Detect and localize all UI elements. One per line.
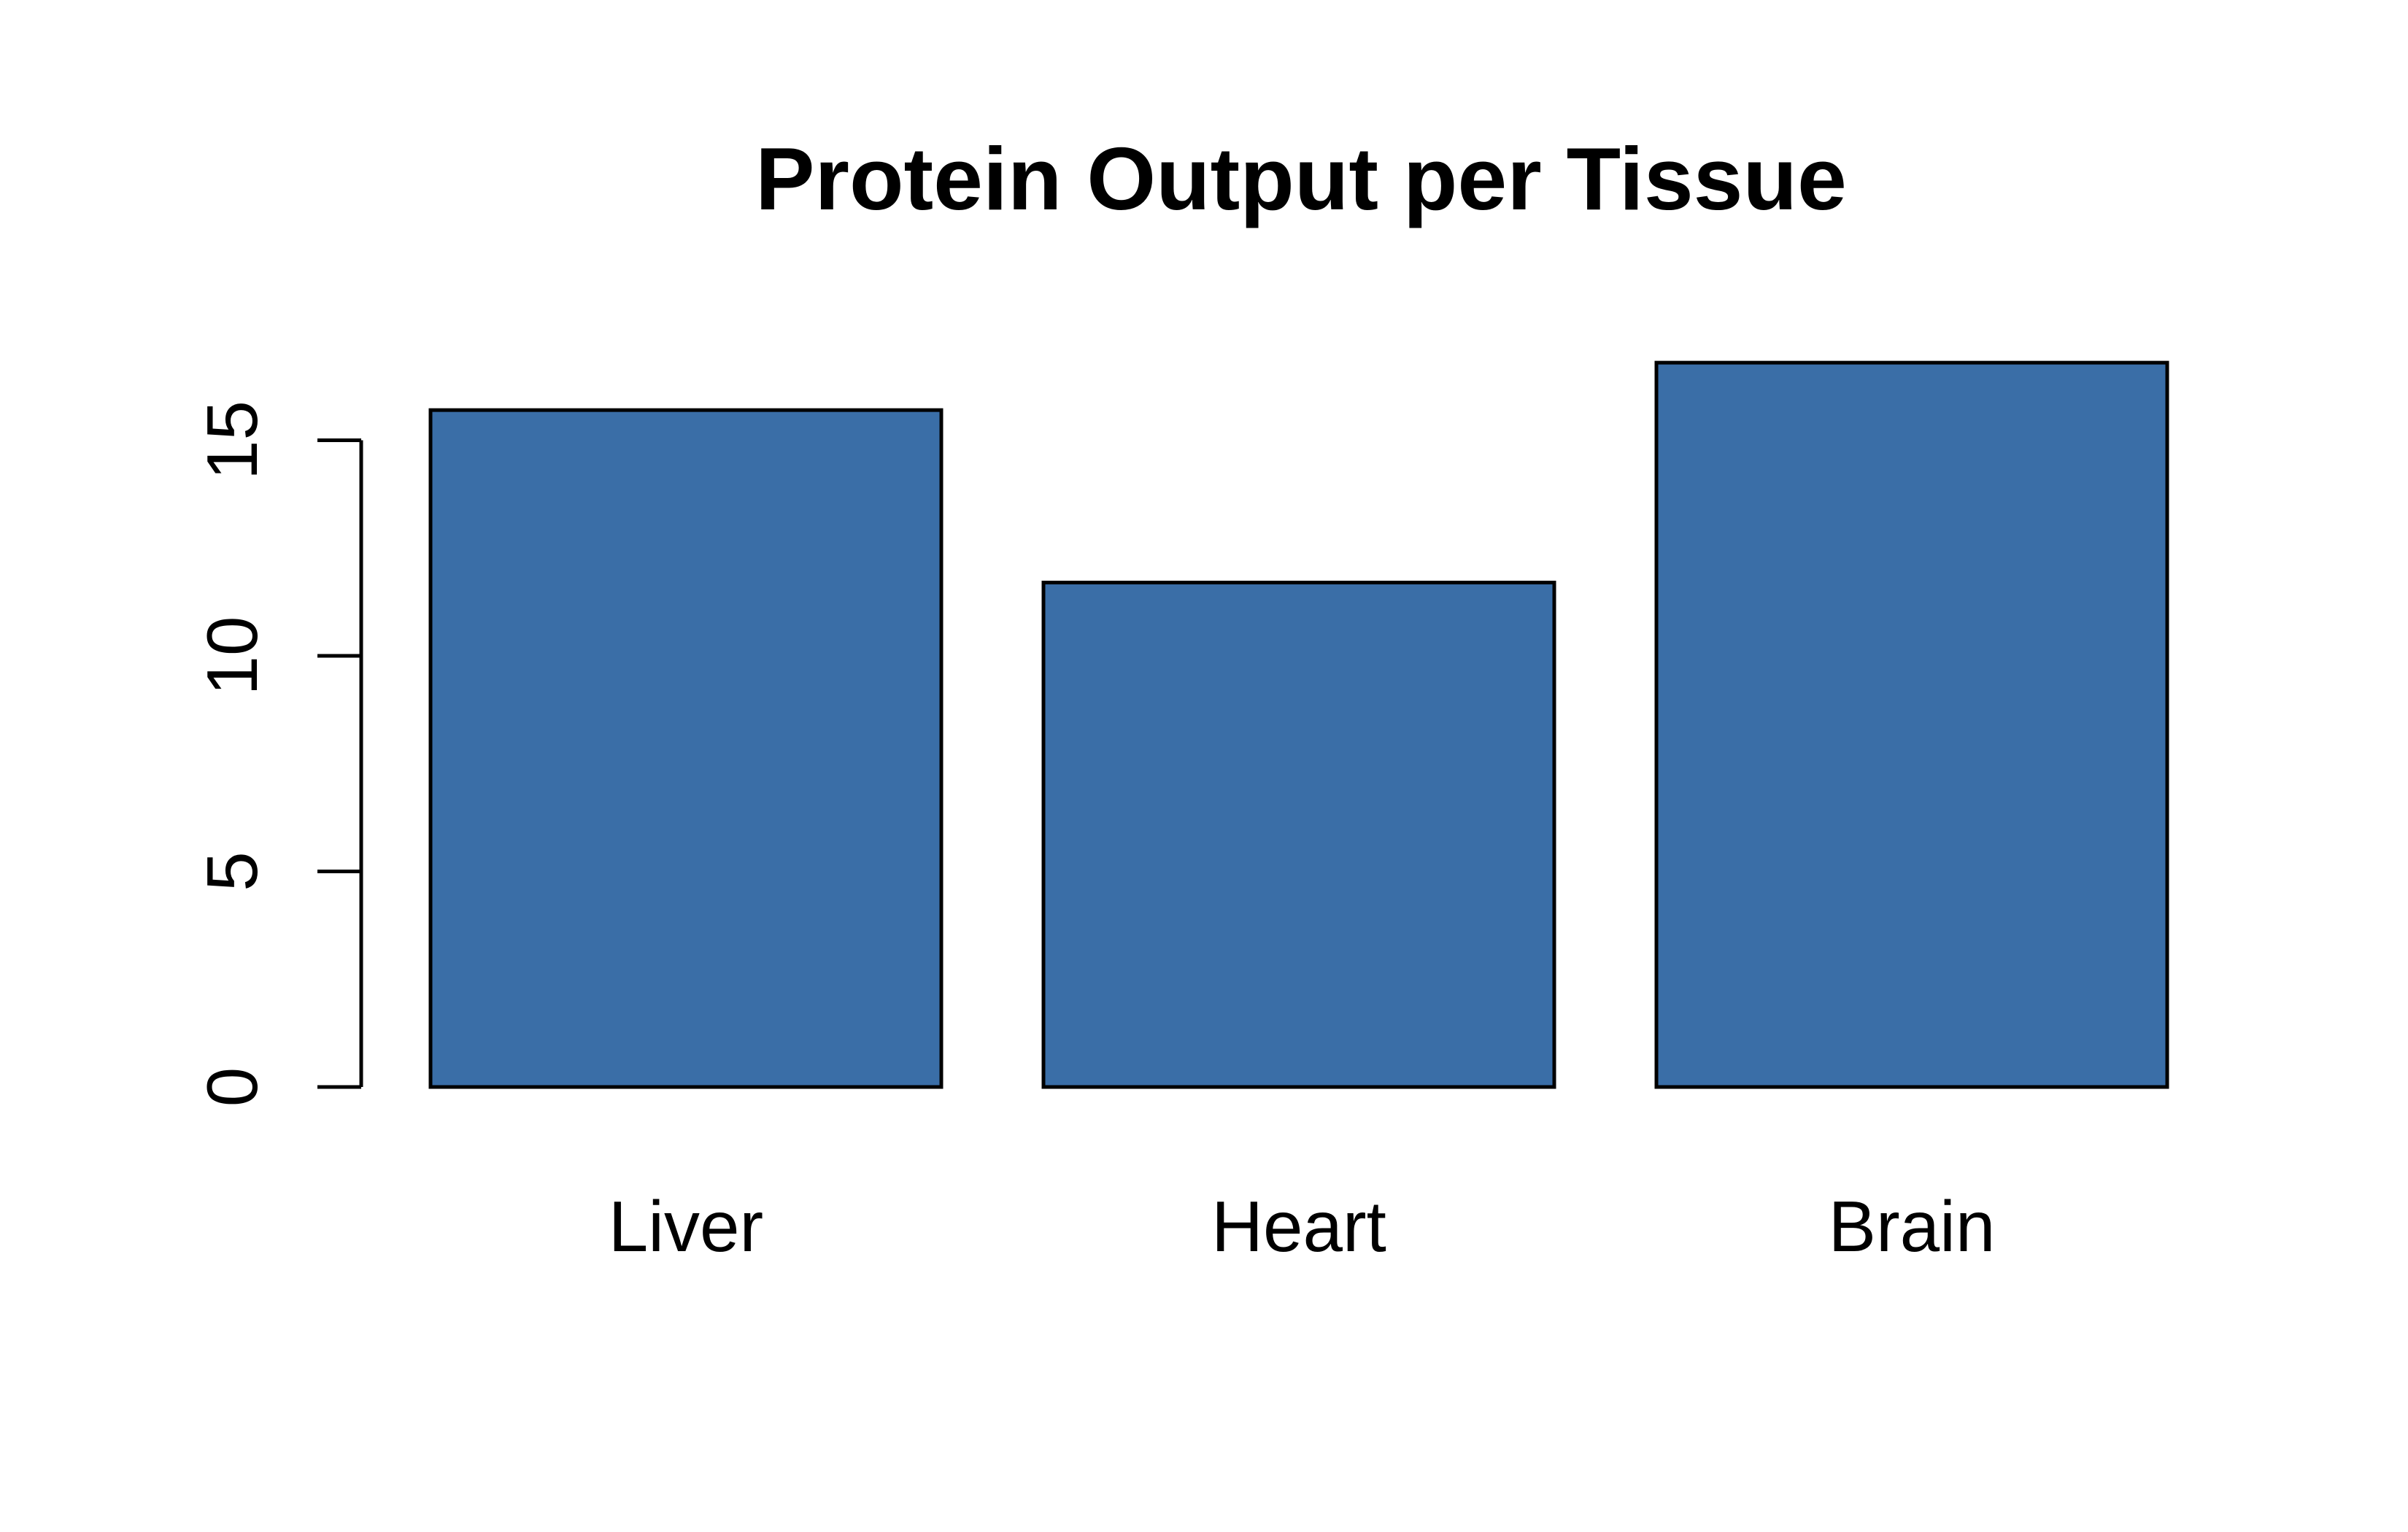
bar-liver bbox=[428, 408, 943, 1089]
x-tick-label-liver: Liver bbox=[609, 1186, 763, 1266]
chart-title: Protein Output per Tissue bbox=[755, 129, 1847, 228]
bar-heart bbox=[1041, 581, 1556, 1089]
y-tick-label-15: 15 bbox=[192, 401, 272, 480]
y-axis: 0 5 10 15 bbox=[192, 401, 363, 1107]
y-tick-label-0: 0 bbox=[192, 1067, 272, 1107]
bar-brain bbox=[1654, 360, 2169, 1089]
y-tick-label-10: 10 bbox=[192, 616, 272, 695]
y-axis-ticks: 0 5 10 15 bbox=[192, 401, 361, 1107]
bars bbox=[428, 360, 2169, 1089]
y-tick-label-5: 5 bbox=[192, 851, 272, 891]
x-tick-label-brain: Brain bbox=[1829, 1186, 1996, 1266]
x-tick-label-heart: Heart bbox=[1211, 1186, 1386, 1266]
x-axis-labels: Liver Heart Brain bbox=[609, 1186, 1996, 1266]
